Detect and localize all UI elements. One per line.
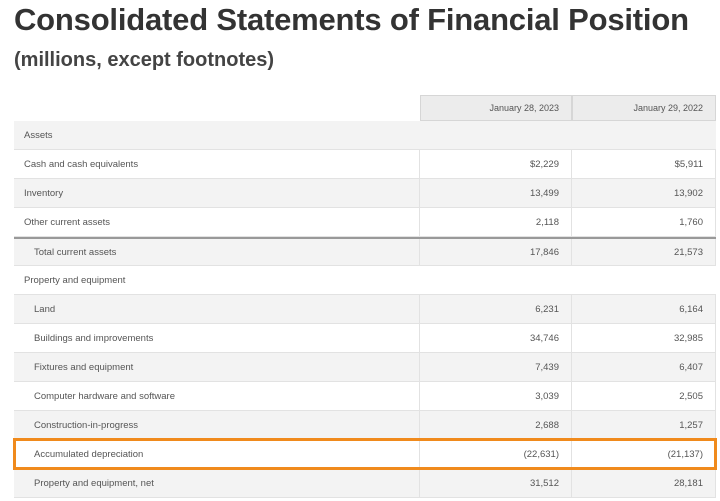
value-2023: (22,631) (420, 440, 572, 468)
row-label: Construction-in-progress (14, 411, 420, 439)
table-row: Construction-in-progress 2,688 1,257 (14, 411, 716, 440)
table-row: Computer hardware and software 3,039 2,505 (14, 382, 716, 411)
value-2023: 31,512 (420, 469, 572, 497)
row-label: Assets (24, 129, 53, 141)
row-label: Fixtures and equipment (14, 353, 420, 381)
header-blank (14, 95, 420, 121)
value-2022: 1,760 (572, 208, 716, 236)
value-2022: 6,164 (572, 295, 716, 323)
value-2023: 17,846 (420, 239, 572, 265)
value-2022: 32,985 (572, 324, 716, 352)
row-label: Total current assets (14, 239, 420, 265)
page-title: Consolidated Statements of Financial Pos… (14, 2, 689, 37)
value-2023: 7,439 (420, 353, 572, 381)
table-row: Cash and cash equivalents $2,229 $5,911 (14, 150, 716, 179)
table-row: Property and equipment, net 31,512 28,181 (14, 469, 716, 498)
value-2022: 28,181 (572, 469, 716, 497)
value-2022: 13,902 (572, 179, 716, 207)
column-header-2022: January 29, 2022 (572, 95, 716, 121)
financial-table: January 28, 2023 January 29, 2022 Assets… (14, 95, 716, 498)
table-row: Assets (14, 121, 716, 150)
value-2023 (420, 266, 572, 294)
table-row: Other current assets 2,118 1,760 (14, 208, 716, 237)
row-label: Property and equipment, net (14, 469, 420, 497)
row-label: Other current assets (14, 208, 420, 236)
highlight-box (13, 438, 717, 470)
row-label: Computer hardware and software (14, 382, 420, 410)
value-2023: 6,231 (420, 295, 572, 323)
value-2023: 13,499 (420, 179, 572, 207)
value-2022: 6,407 (572, 353, 716, 381)
value-2023: 3,039 (420, 382, 572, 410)
row-label: Accumulated depreciation (14, 440, 420, 468)
value-2022: $5,911 (572, 150, 716, 178)
value-2023 (420, 121, 572, 149)
column-header-2023: January 28, 2023 (420, 95, 572, 121)
row-label: Inventory (14, 179, 420, 207)
row-label: Cash and cash equivalents (14, 150, 420, 178)
table-row: Property and equipment (14, 266, 716, 295)
row-label: Buildings and improvements (14, 324, 420, 352)
row-label: Property and equipment (24, 274, 126, 286)
table-row: Total current assets 17,846 21,573 (14, 237, 716, 266)
page-subtitle: (millions, except footnotes) (14, 49, 275, 71)
value-2023: 2,118 (420, 208, 572, 236)
value-2022 (572, 266, 716, 294)
table-row: Inventory 13,499 13,902 (14, 179, 716, 208)
table-row: Buildings and improvements 34,746 32,985 (14, 324, 716, 353)
value-2022: 1,257 (572, 411, 716, 439)
table-row: Land 6,231 6,164 (14, 295, 716, 324)
table-row: Fixtures and equipment 7,439 6,407 (14, 353, 716, 382)
row-label: Land (14, 295, 420, 323)
value-2023: $2,229 (420, 150, 572, 178)
value-2022 (572, 121, 716, 149)
value-2023: 2,688 (420, 411, 572, 439)
value-2022: 2,505 (572, 382, 716, 410)
value-2023: 34,746 (420, 324, 572, 352)
table-header: January 28, 2023 January 29, 2022 (14, 95, 716, 121)
value-2022: 21,573 (572, 239, 716, 265)
